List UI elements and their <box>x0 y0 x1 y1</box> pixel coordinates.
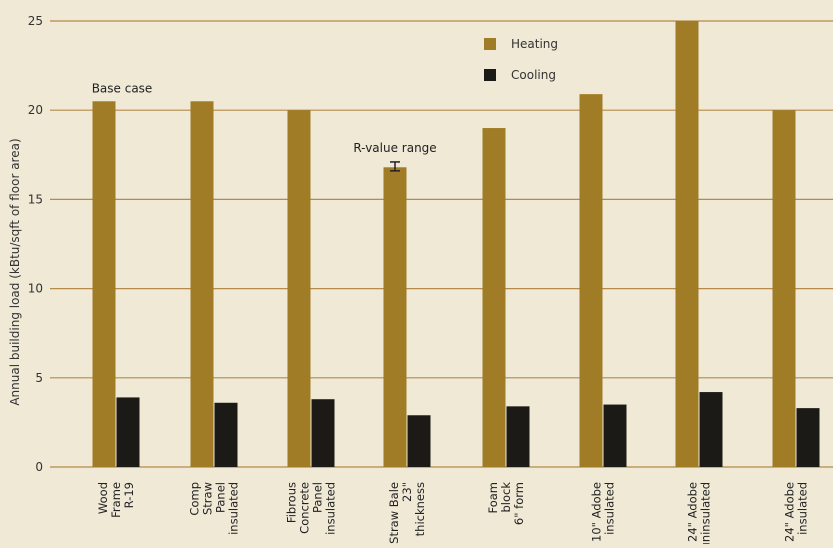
annotation-label: R-value range <box>353 141 436 155</box>
y-tick-label: 20 <box>28 103 43 117</box>
x-tick-label: Fibrous <box>285 482 299 523</box>
y-tick-label: 0 <box>35 460 43 474</box>
bar-cooling <box>407 415 431 467</box>
bar-heating <box>675 21 699 467</box>
y-tick-label: 5 <box>35 371 43 385</box>
x-tick-label: Panel <box>214 482 228 513</box>
y-tick-label: 15 <box>28 192 43 206</box>
x-tick-label: insulated <box>324 482 338 535</box>
bar-heating <box>190 101 214 467</box>
x-tick-label: Straw <box>201 482 215 515</box>
x-tick-label: 24" Adobe <box>783 482 797 542</box>
x-tick-label: R-19 <box>122 482 136 508</box>
bar-cooling <box>603 404 627 467</box>
x-tick-label: insulated <box>603 482 617 535</box>
bar-cooling <box>506 406 530 467</box>
bar-cooling <box>214 402 238 467</box>
bar-heating <box>772 110 796 467</box>
x-tick-label: Panel <box>311 482 325 513</box>
bars <box>92 21 820 468</box>
x-tick-label: insulated <box>796 482 810 535</box>
bar-heating <box>383 167 407 467</box>
bar-cooling <box>116 397 140 467</box>
x-tick-label: uninsulated <box>699 482 713 544</box>
x-tick-label: Comp <box>188 482 202 516</box>
bar-heating <box>579 94 603 468</box>
legend-label: Heating <box>511 37 558 51</box>
x-tick-label: insulated <box>227 482 241 535</box>
gridlines: 0 5 10 15 20 25 <box>28 14 833 474</box>
legend-swatch <box>484 69 496 81</box>
x-tick-label: Concrete <box>298 482 312 534</box>
annotation-label: Base case <box>92 81 153 95</box>
x-tick-label: 24" Adobe <box>686 482 700 542</box>
bar-heating <box>92 101 116 467</box>
x-tick-label: 10" Adobe <box>590 482 604 542</box>
x-tick-label: 6" form <box>512 482 526 525</box>
y-axis-label: Annual building load (kBtu/sqft of floor… <box>8 138 22 405</box>
x-tick-label: block <box>499 482 513 513</box>
x-tick-label: 23" <box>400 482 414 502</box>
x-tick-label: Foam <box>486 482 500 514</box>
legend-label: Cooling <box>511 68 556 82</box>
y-tick-label: 25 <box>28 14 43 28</box>
x-tick-label: Wood <box>96 482 110 514</box>
legend-swatch <box>484 38 496 50</box>
y-tick-label: 10 <box>28 282 43 296</box>
bar-heating <box>287 110 311 467</box>
bar-cooling <box>796 408 820 467</box>
bar-heating <box>482 128 506 468</box>
x-tick-label: thickness <box>413 482 427 536</box>
bar-cooling <box>311 399 335 467</box>
x-tick-label: Frame <box>109 482 123 518</box>
x-tick-label: Straw Bale <box>387 482 401 544</box>
legend: Heating Cooling <box>484 37 558 82</box>
bar-cooling <box>699 392 723 467</box>
